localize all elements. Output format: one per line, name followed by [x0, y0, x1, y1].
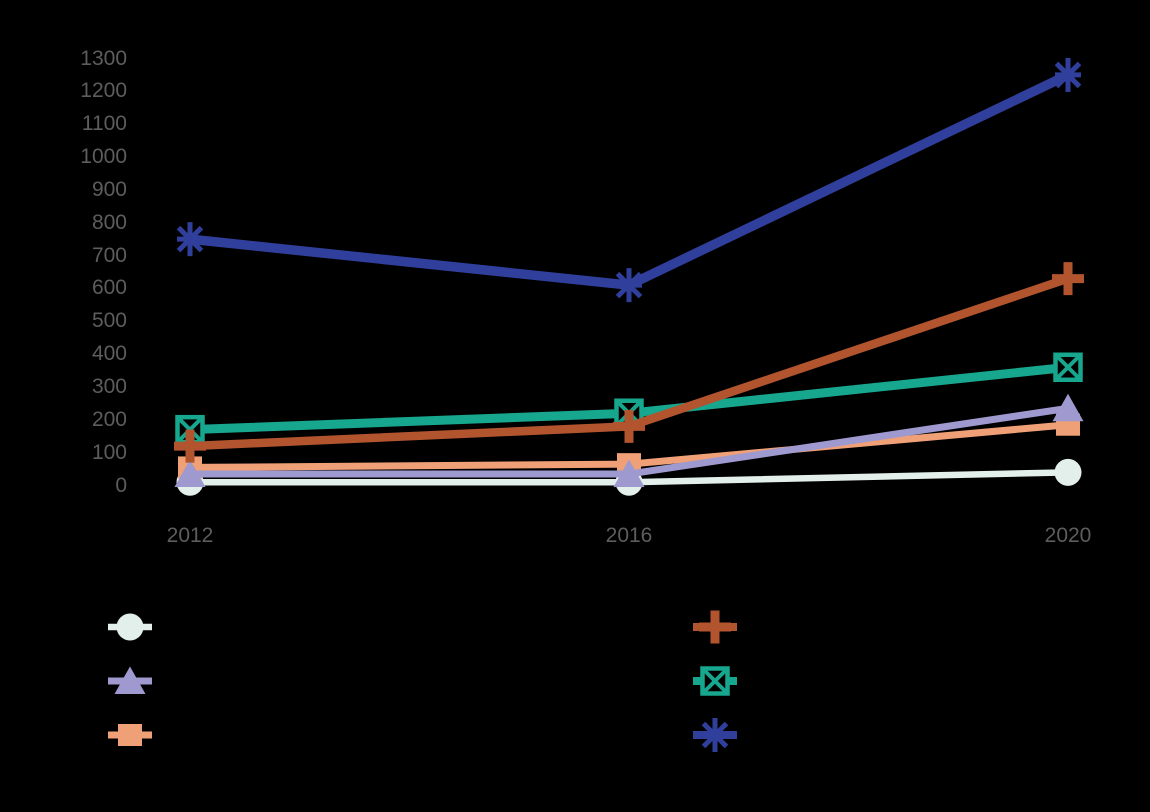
legend-item-plus-series [687, 605, 743, 654]
legend-item-boxed-x-series [687, 659, 743, 708]
y-tick-label-900: 900 [91, 177, 127, 201]
plus-marker [1052, 262, 1084, 296]
y-tick-label-800: 800 [91, 210, 127, 234]
legend-item-circle-series [102, 605, 158, 654]
x-tick-label-2012: 2012 [166, 524, 214, 547]
plus-marker [174, 429, 206, 463]
y-tick-label-100: 100 [91, 440, 127, 464]
plus-marker [613, 409, 645, 443]
asterisk-marker [701, 718, 729, 752]
y-tick-label-200: 200 [91, 407, 127, 431]
square-with-x-marker [700, 666, 730, 696]
square-with-x-marker [1053, 352, 1083, 383]
asterisk-marker [615, 268, 643, 303]
y-tick-label-500: 500 [91, 309, 127, 333]
legend-item-asterisk-series [687, 713, 743, 762]
legend-item-triangle-series [102, 659, 158, 708]
asterisk-marker [176, 222, 204, 257]
triangle-up-marker [114, 666, 146, 694]
y-tick-label-1200: 1200 [80, 79, 127, 103]
y-tick-label-1000: 1000 [80, 145, 127, 169]
y-tick-label-1300: 1300 [80, 46, 127, 70]
square-marker [118, 724, 142, 746]
x-tick-label-2020: 2020 [1044, 524, 1092, 547]
y-tick-label-400: 400 [91, 342, 127, 366]
legend-item-square-series [102, 713, 158, 762]
triangle-up-marker [1052, 393, 1084, 422]
y-tick-label-1100: 1100 [81, 112, 127, 136]
plus-marker [699, 610, 731, 644]
y-tick-label-700: 700 [91, 243, 127, 267]
y-tick-label-600: 600 [91, 276, 127, 300]
x-tick-label-2016: 2016 [605, 524, 653, 547]
circle-marker [1054, 458, 1082, 486]
y-tick-label-300: 300 [91, 374, 127, 398]
asterisk-series-line [189, 70, 1071, 291]
y-tick-label-0: 0 [115, 473, 127, 497]
triangle-up-marker [613, 459, 645, 488]
asterisk-marker [1054, 57, 1082, 92]
circle-marker [116, 613, 144, 641]
triangle-up-marker [174, 459, 206, 488]
